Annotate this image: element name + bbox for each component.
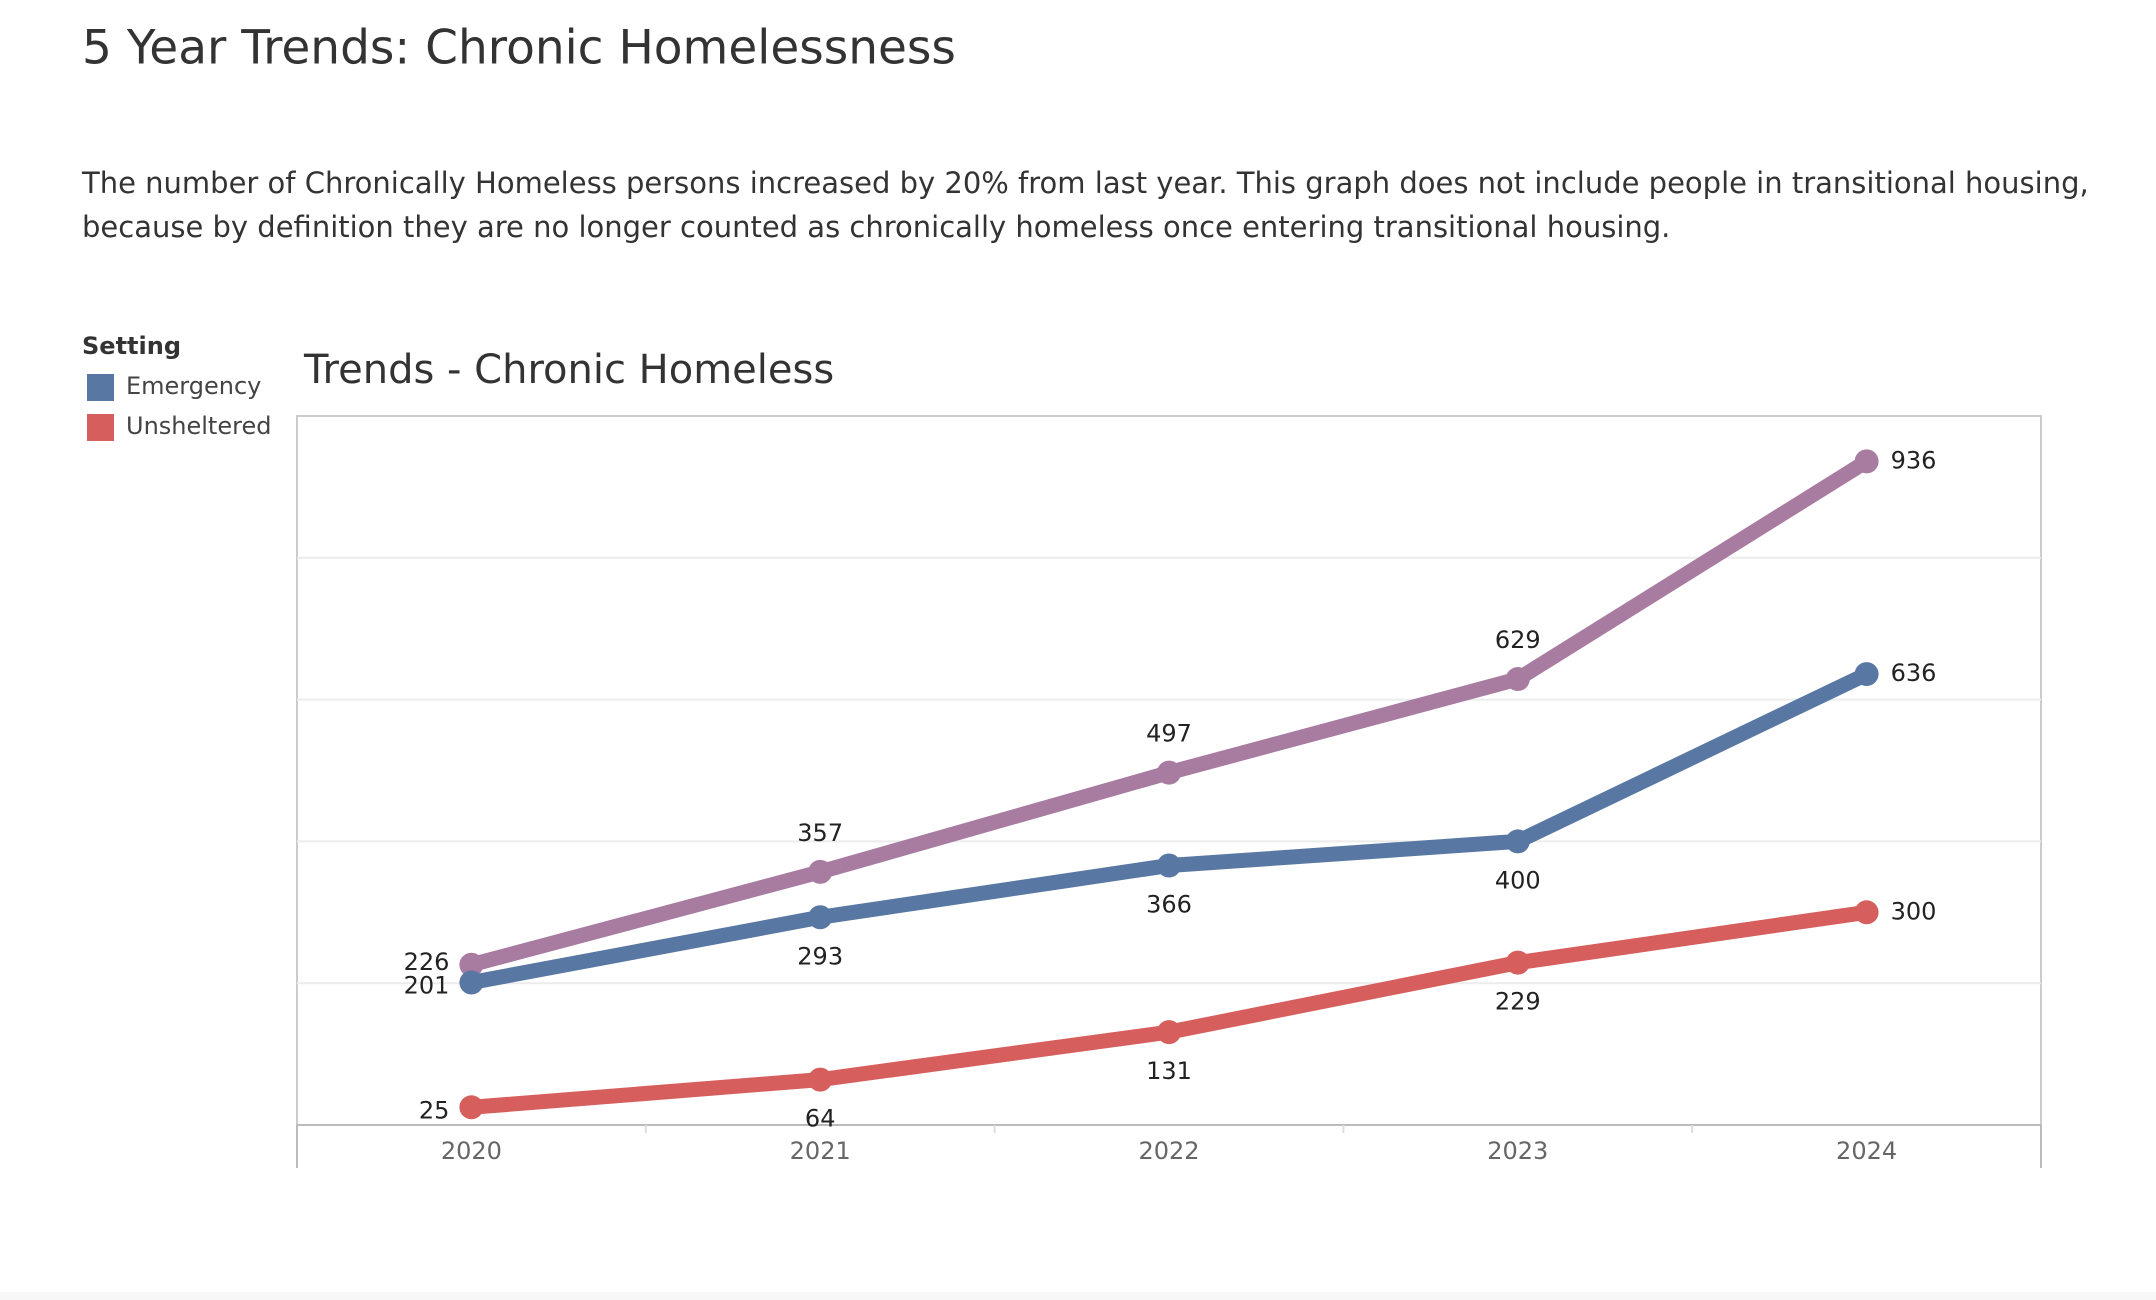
data-label: 64 (805, 1105, 836, 1133)
point-marker (808, 1067, 833, 1092)
chart-title: Trends - Chronic Homeless (303, 347, 834, 393)
data-label: 229 (1495, 988, 1541, 1016)
x-tick-label: 2022 (1138, 1137, 1199, 1165)
point-marker (1505, 667, 1530, 692)
data-label: 293 (797, 942, 843, 970)
x-tick-label: 2020 (441, 1137, 502, 1165)
x-tick-label: 2023 (1487, 1137, 1548, 1165)
subtitle-line: because by definition they are no longer… (82, 210, 1670, 244)
legend-swatch (87, 414, 114, 441)
footer-band (0, 1292, 2156, 1300)
data-label: 366 (1146, 891, 1192, 919)
data-label: 131 (1146, 1057, 1192, 1085)
point-marker (1157, 1020, 1181, 1045)
point-marker (1854, 900, 1879, 925)
series-line (463, 453, 1875, 973)
data-label: 400 (1495, 866, 1541, 894)
data-label: 25 (419, 1096, 450, 1124)
point-marker (1854, 449, 1879, 474)
point-marker (808, 859, 833, 884)
data-label: 636 (1891, 659, 1937, 687)
data-label: 226 (404, 948, 450, 976)
legend-label: Emergency (126, 372, 261, 400)
legend-title: Setting (82, 332, 181, 360)
data-label: 936 (1891, 446, 1937, 474)
point-marker (459, 952, 484, 977)
point-marker (459, 970, 484, 995)
legend-label: Unsheltered (126, 412, 271, 440)
point-marker (1505, 950, 1530, 975)
point-marker (1157, 853, 1181, 878)
page-title: 5 Year Trends: Chronic Homelessness (82, 21, 956, 76)
data-label: 497 (1146, 720, 1192, 748)
data-label: 300 (1891, 897, 1937, 925)
data-label: 357 (797, 819, 843, 847)
point-marker (1157, 760, 1181, 785)
point-marker (459, 1095, 484, 1120)
point-marker (1854, 662, 1879, 687)
x-tick-label: 2024 (1836, 1137, 1897, 1165)
point-marker (808, 905, 833, 930)
x-tick-label: 2021 (790, 1137, 851, 1165)
point-marker (1505, 829, 1530, 854)
subtitle-line: The number of Chronically Homeless perso… (81, 166, 2089, 200)
legend-swatch (87, 374, 114, 401)
data-label: 201 (404, 971, 450, 999)
data-label: 629 (1495, 626, 1541, 654)
